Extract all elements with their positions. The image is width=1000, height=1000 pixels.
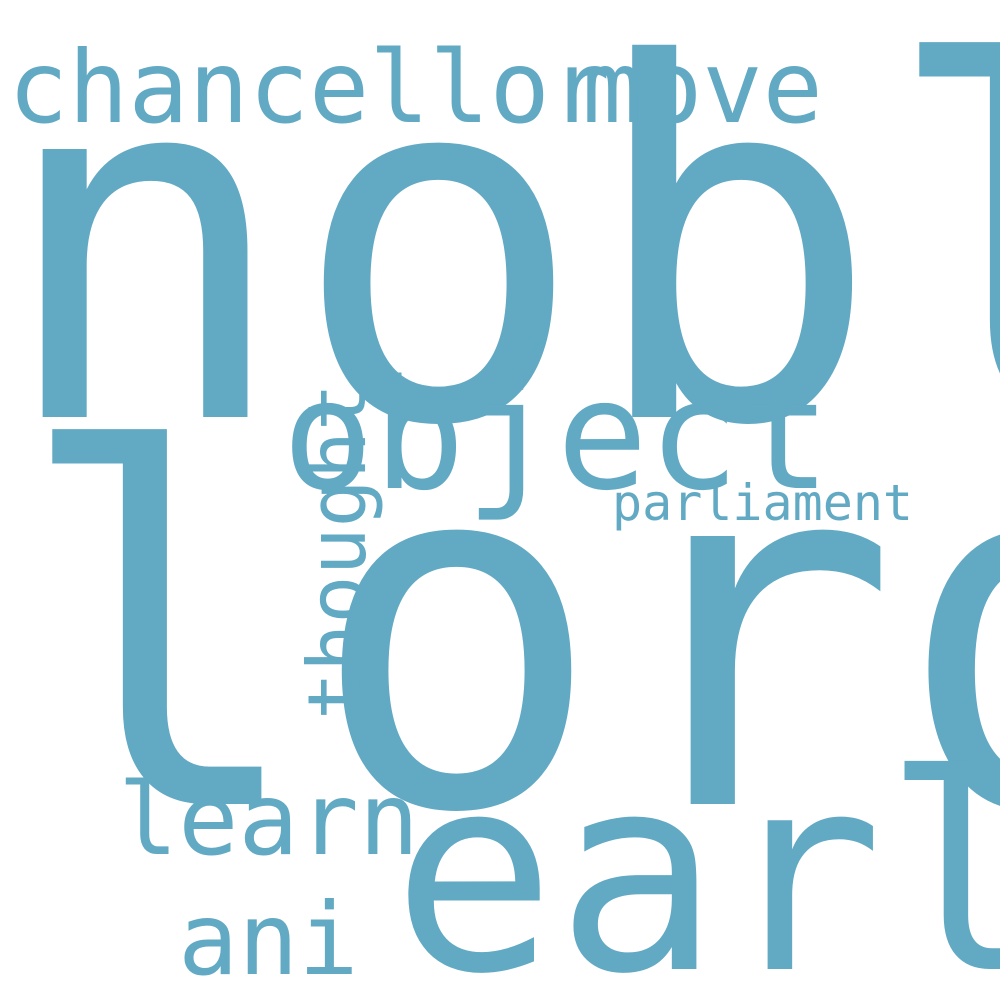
word-parliament: parliament — [612, 474, 914, 532]
word-chancellor: chancellor — [8, 29, 611, 146]
word-lord: lord — [14, 349, 1000, 920]
word-earl: earl — [392, 718, 1000, 1000]
word-learn: learn — [118, 761, 420, 878]
word-move: move — [582, 29, 823, 146]
word-ani: ani — [178, 881, 359, 998]
word-object: object — [282, 347, 832, 524]
word-thought: thought — [291, 382, 384, 720]
